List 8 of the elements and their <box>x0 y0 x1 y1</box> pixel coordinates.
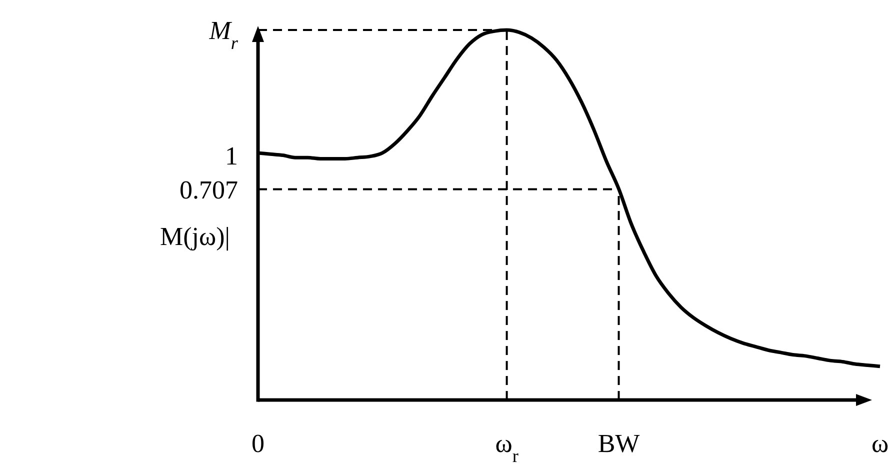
y-tick-label: M$_{r}$ <box>208 16 239 54</box>
x-tick-label: BW <box>598 429 640 458</box>
y-tick-label: 1 <box>225 141 238 170</box>
y-axis-title: M(jω)| <box>160 222 230 251</box>
x-tick-label: ω$_{r}$ <box>495 429 518 466</box>
x-tick-label: ω <box>871 429 889 458</box>
y-tick-label: 0.707 <box>180 175 238 204</box>
x-tick-label: 0 <box>252 429 264 458</box>
